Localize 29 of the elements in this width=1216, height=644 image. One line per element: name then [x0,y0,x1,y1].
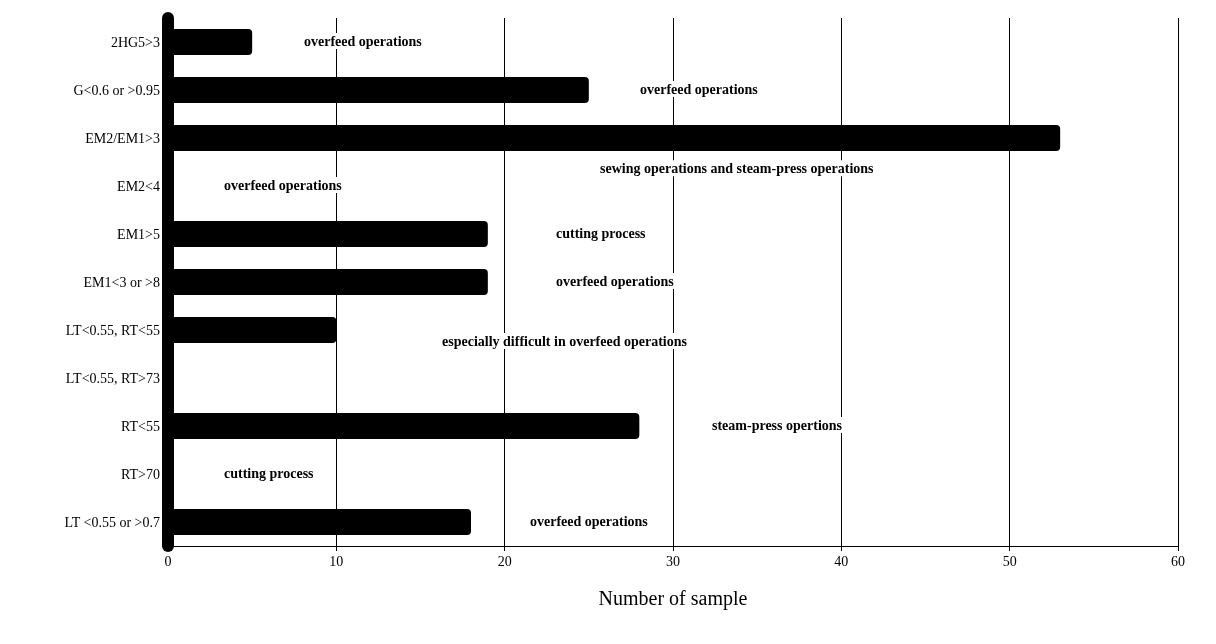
y-tick-label: RT<55 [121,418,160,434]
y-tick-label: EM1<3 or >8 [83,274,160,290]
annotation: overfeed operations [640,81,759,97]
y-tick-label: EM2/EM1>3 [85,130,160,146]
annotation: especially difficult in overfeed operations [442,333,688,349]
x-tick-label: 20 [497,553,512,569]
y-tick-label: 2HG5>3 [110,34,160,50]
annotation: overfeed operations [224,177,343,193]
x-tick-label: 10 [329,553,344,569]
y-tick-label: RT>70 [121,466,160,482]
annotation: cutting process [556,225,647,241]
x-tick-label: 0 [164,553,172,569]
annotation: sewing operations and steam-press operations [600,160,875,176]
annotation: cutting process [224,465,315,481]
annotation: overfeed operations [530,513,649,529]
x-tick-label: 40 [834,553,849,569]
y-tick-label: EM1>5 [117,226,160,242]
y-tick-label: G<0.6 or >0.95 [73,82,160,98]
x-tick-label: 30 [666,553,680,569]
x-axis-title: Number of sample [598,587,748,610]
annotation: steam-press opertions [712,417,843,433]
y-tick-label: EM2<4 [117,178,160,194]
y-tick-label: LT<0.55, RT<55 [65,322,160,338]
annotation: overfeed operations [304,33,423,49]
x-tick-label: 60 [1171,553,1185,569]
x-tick-label: 50 [1002,553,1017,569]
annotation: overfeed operations [556,273,675,289]
y-tick-label: LT<0.55, RT>73 [65,370,160,386]
y-tick-label: LT <0.55 or >0.7 [64,514,160,530]
